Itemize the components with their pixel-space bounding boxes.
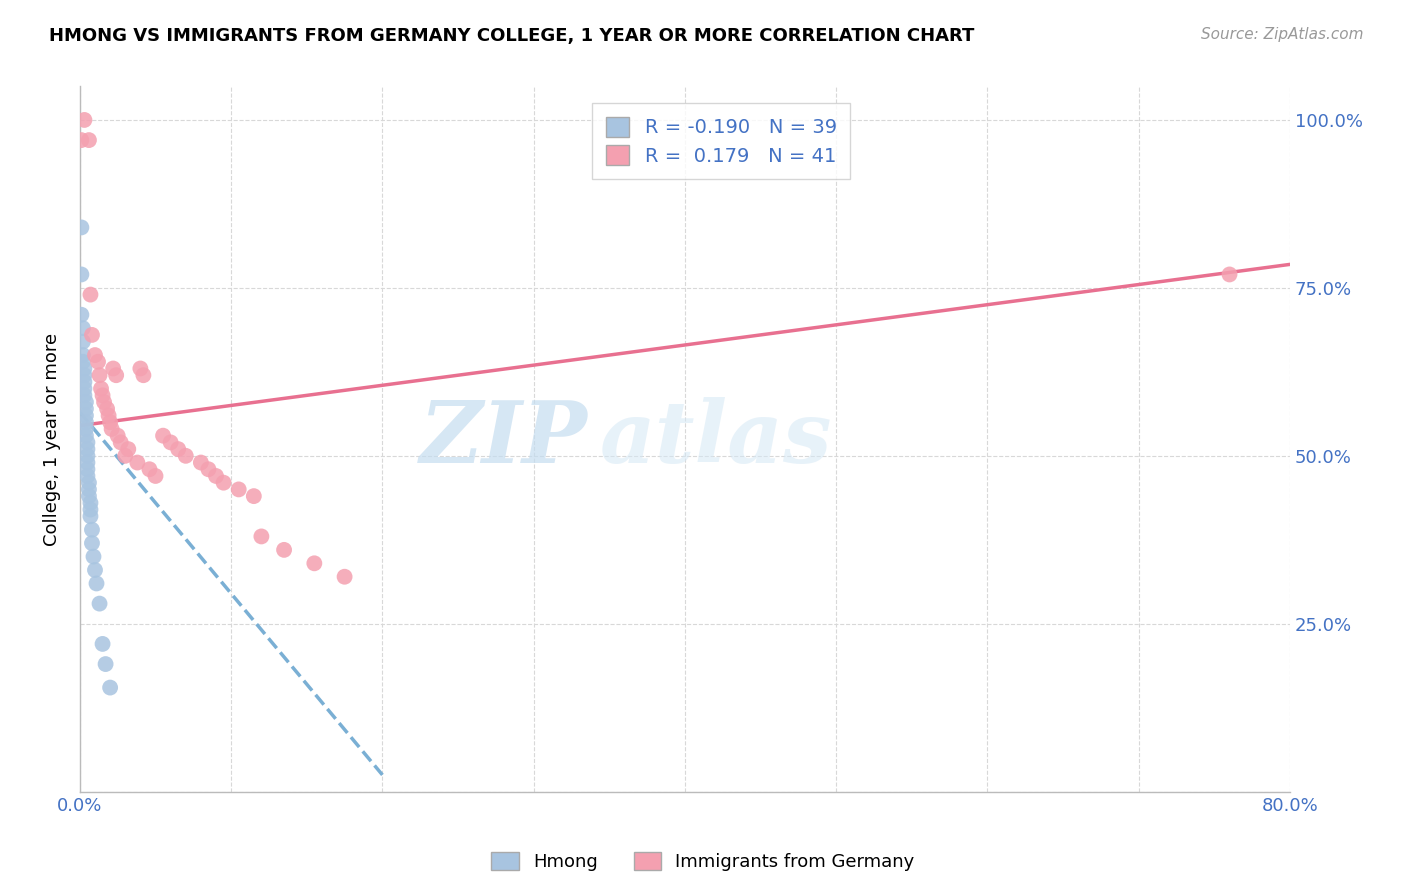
Point bbox=[77, 489, 100, 503]
Point bbox=[84, 348, 107, 362]
Point bbox=[73, 375, 96, 389]
Point bbox=[212, 475, 235, 490]
Point bbox=[243, 489, 266, 503]
Point bbox=[70, 133, 93, 147]
Point bbox=[91, 637, 114, 651]
Point bbox=[77, 475, 100, 490]
Point bbox=[98, 415, 121, 429]
Point bbox=[159, 435, 181, 450]
Point bbox=[250, 529, 273, 543]
Point bbox=[73, 368, 96, 383]
Point bbox=[129, 361, 152, 376]
Point bbox=[107, 428, 129, 442]
Legend: R = -0.190   N = 39, R =  0.179   N = 41: R = -0.190 N = 39, R = 0.179 N = 41 bbox=[592, 103, 851, 179]
Point bbox=[114, 449, 136, 463]
Point bbox=[228, 483, 250, 497]
Point bbox=[98, 681, 121, 695]
Point bbox=[1218, 268, 1240, 282]
Text: Source: ZipAtlas.com: Source: ZipAtlas.com bbox=[1201, 27, 1364, 42]
Point bbox=[76, 442, 98, 456]
Point bbox=[77, 483, 100, 497]
Point bbox=[100, 422, 122, 436]
Point bbox=[90, 382, 112, 396]
Point bbox=[138, 462, 160, 476]
Point bbox=[72, 355, 94, 369]
Legend: Hmong, Immigrants from Germany: Hmong, Immigrants from Germany bbox=[484, 845, 922, 879]
Point bbox=[77, 133, 100, 147]
Point bbox=[190, 456, 212, 470]
Point bbox=[94, 657, 117, 671]
Point bbox=[84, 563, 107, 577]
Point bbox=[73, 112, 96, 127]
Point bbox=[76, 462, 98, 476]
Point bbox=[73, 382, 96, 396]
Point bbox=[167, 442, 190, 456]
Point bbox=[75, 395, 97, 409]
Point bbox=[76, 456, 98, 470]
Point bbox=[75, 428, 97, 442]
Point bbox=[79, 502, 101, 516]
Point bbox=[197, 462, 219, 476]
Point bbox=[304, 557, 326, 571]
Point bbox=[93, 395, 115, 409]
Point bbox=[73, 388, 96, 402]
Point bbox=[333, 570, 356, 584]
Point bbox=[91, 388, 114, 402]
Point bbox=[79, 496, 101, 510]
Point bbox=[76, 435, 98, 450]
Point bbox=[86, 576, 108, 591]
Point bbox=[273, 542, 295, 557]
Point bbox=[152, 428, 174, 442]
Point bbox=[75, 409, 97, 423]
Point bbox=[75, 401, 97, 416]
Y-axis label: College, 1 year or more: College, 1 year or more bbox=[44, 333, 60, 546]
Point bbox=[89, 597, 111, 611]
Point bbox=[82, 549, 104, 564]
Text: atlas: atlas bbox=[600, 397, 832, 481]
Point bbox=[97, 409, 120, 423]
Point bbox=[101, 361, 124, 376]
Point bbox=[79, 509, 101, 524]
Point bbox=[105, 368, 128, 383]
Point bbox=[76, 469, 98, 483]
Point bbox=[89, 368, 111, 383]
Point bbox=[70, 308, 93, 322]
Point bbox=[76, 449, 98, 463]
Point bbox=[80, 327, 103, 342]
Point bbox=[72, 321, 94, 335]
Point bbox=[75, 415, 97, 429]
Point bbox=[174, 449, 197, 463]
Point bbox=[72, 334, 94, 349]
Point bbox=[73, 361, 96, 376]
Point bbox=[87, 355, 110, 369]
Point bbox=[75, 422, 97, 436]
Point bbox=[145, 469, 167, 483]
Point bbox=[127, 456, 149, 470]
Point bbox=[80, 523, 103, 537]
Point bbox=[70, 268, 93, 282]
Point bbox=[80, 536, 103, 550]
Point bbox=[79, 287, 101, 301]
Point bbox=[70, 220, 93, 235]
Point bbox=[205, 469, 228, 483]
Point bbox=[110, 435, 132, 450]
Point bbox=[117, 442, 139, 456]
Text: ZIP: ZIP bbox=[420, 397, 588, 481]
Text: HMONG VS IMMIGRANTS FROM GERMANY COLLEGE, 1 YEAR OR MORE CORRELATION CHART: HMONG VS IMMIGRANTS FROM GERMANY COLLEGE… bbox=[49, 27, 974, 45]
Point bbox=[132, 368, 155, 383]
Point bbox=[72, 348, 94, 362]
Point bbox=[96, 401, 118, 416]
